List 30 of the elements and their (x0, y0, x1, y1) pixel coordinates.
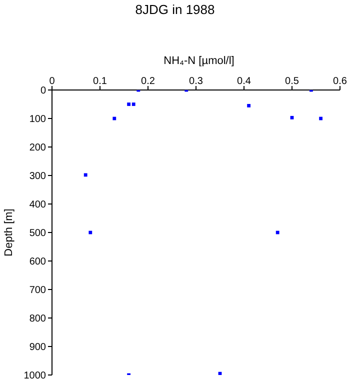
point (290, 116, 294, 120)
point (127, 102, 130, 106)
x-tick-label: 0.4 (237, 76, 252, 87)
y-tick-label: 0 (40, 86, 46, 97)
y-tick-label: 200 (29, 142, 46, 154)
x-tick-label: 0.6 (333, 76, 348, 87)
y-tick-label: 600 (29, 256, 46, 268)
x-tick-label: 0.5 (285, 76, 300, 87)
y-tick-label: 1000 (24, 370, 46, 382)
x-tick-label: 0 (49, 76, 56, 87)
y-tick-label: 100 (29, 114, 46, 126)
y-tick-label: 400 (29, 200, 46, 211)
point (319, 116, 322, 120)
y-tick-label: 700 (29, 285, 46, 296)
x-tick-label: 0.3 (189, 76, 204, 87)
y-tick-label: 500 (29, 228, 46, 240)
point (132, 102, 136, 106)
x-axis-title: NH₄-N [µmol/l] (162, 55, 236, 67)
point (112, 116, 116, 120)
x-tick-label: 0.1 (93, 76, 108, 87)
x-tick-label: 0.2 (141, 76, 156, 87)
point (88, 230, 92, 234)
y-axis-title: Depth [m] (2, 208, 15, 256)
point (84, 173, 88, 177)
y-tick-label: 300 (29, 171, 46, 182)
y-tick-label: 800 (29, 314, 46, 325)
point (247, 104, 250, 108)
point (276, 230, 280, 234)
y-tick-label: 900 (29, 342, 46, 354)
chart-title: 8JDG in 1988 (134, 2, 216, 17)
